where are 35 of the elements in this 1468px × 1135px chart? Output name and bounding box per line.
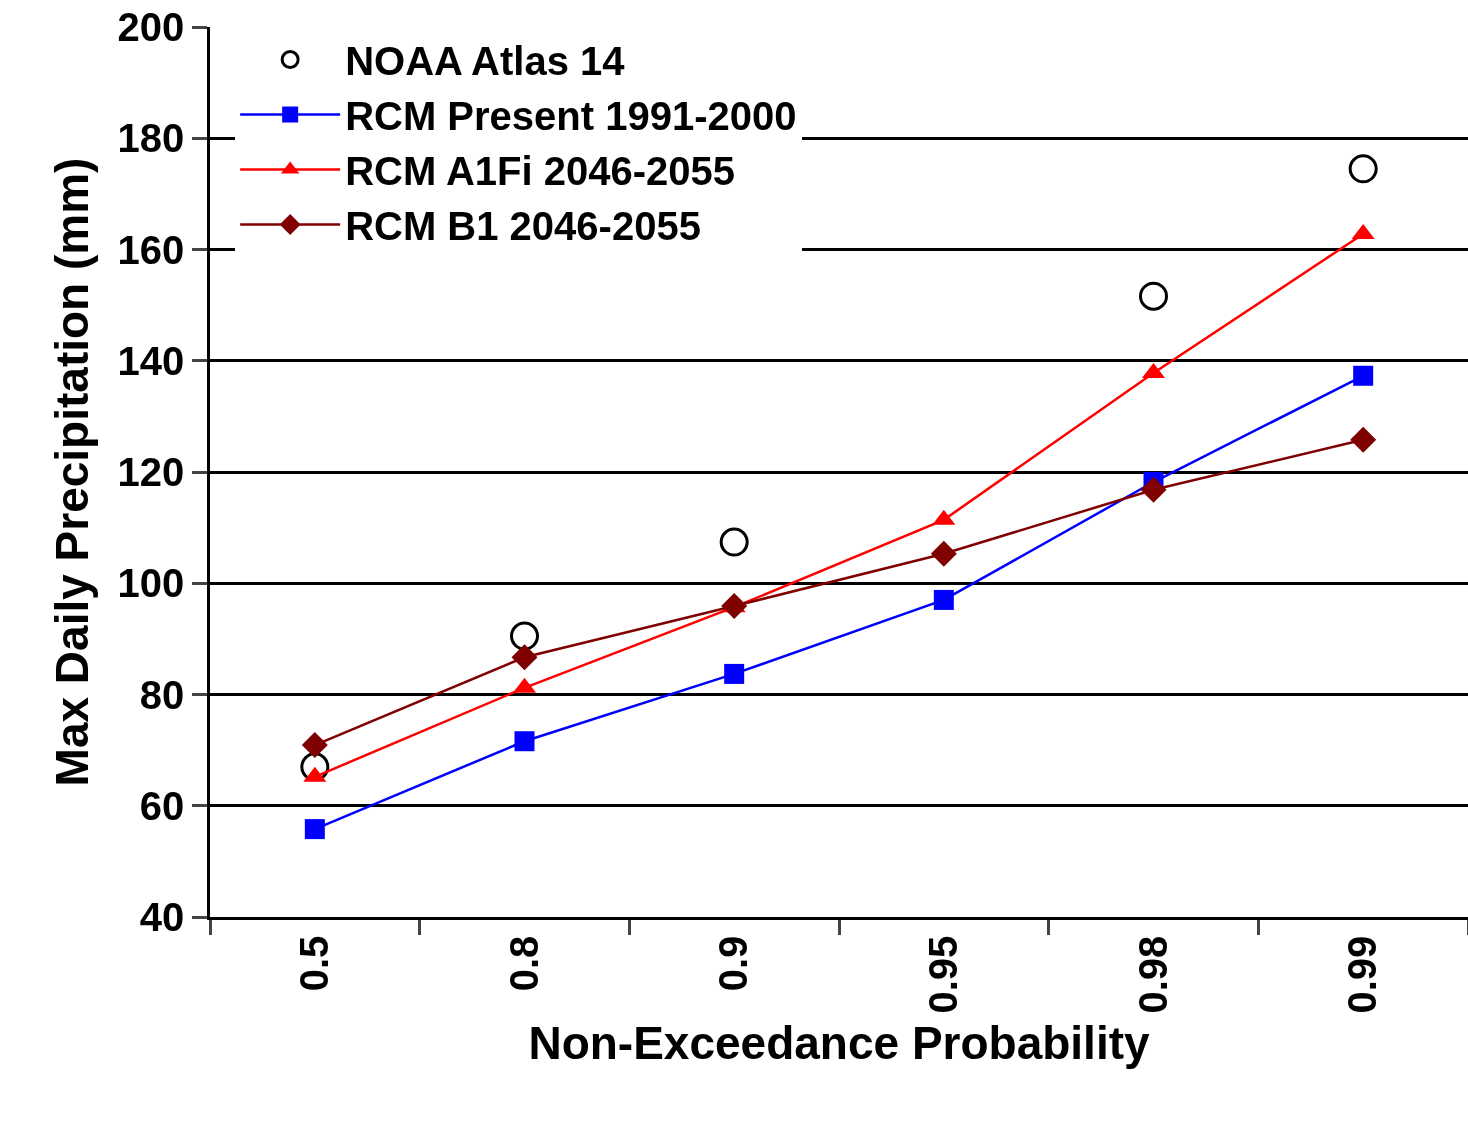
y-tick-label: 160	[117, 227, 185, 272]
point	[719, 527, 749, 557]
point	[1350, 426, 1377, 453]
point	[304, 819, 325, 840]
x-tick-label: 0.5	[291, 935, 336, 992]
x-tick-label: 0.95	[920, 935, 965, 1014]
y-tick-label: 140	[117, 338, 185, 383]
x-tick-label: 0.9	[711, 935, 756, 992]
y-tick-label: 60	[139, 783, 185, 828]
x-tick-label: 0.99	[1340, 935, 1385, 1014]
point	[1140, 476, 1167, 503]
point	[724, 663, 745, 684]
point	[1348, 154, 1378, 184]
point	[511, 644, 538, 671]
x-tick-label: 0.8	[501, 935, 546, 992]
y-tick-label: 40	[139, 895, 185, 939]
legend-label: RCM A1Fi 2046-2055	[345, 149, 735, 194]
point	[301, 732, 328, 759]
y-tick-label: 180	[117, 116, 185, 161]
point	[721, 593, 748, 620]
point	[933, 589, 954, 610]
point	[930, 540, 957, 567]
y-tick-label: 200	[117, 5, 185, 49]
legend-label: RCM B1 2046-2055	[345, 204, 701, 249]
legend-label: RCM Present 1991-2000	[345, 94, 797, 139]
point	[1139, 281, 1168, 311]
y-tick-label: 80	[139, 672, 185, 717]
y-axis-title: Max Daily Precipitation (mm)	[45, 157, 98, 787]
x-axis-title: Non-Exceedance Probability	[528, 1017, 1150, 1070]
point	[1353, 365, 1374, 386]
y-tick-label: 100	[117, 561, 185, 606]
point	[514, 731, 535, 752]
legend-label: NOAA Atlas 14	[345, 39, 626, 84]
x-tick-label: 0.98	[1130, 935, 1175, 1014]
y-tick-label: 120	[117, 450, 185, 494]
